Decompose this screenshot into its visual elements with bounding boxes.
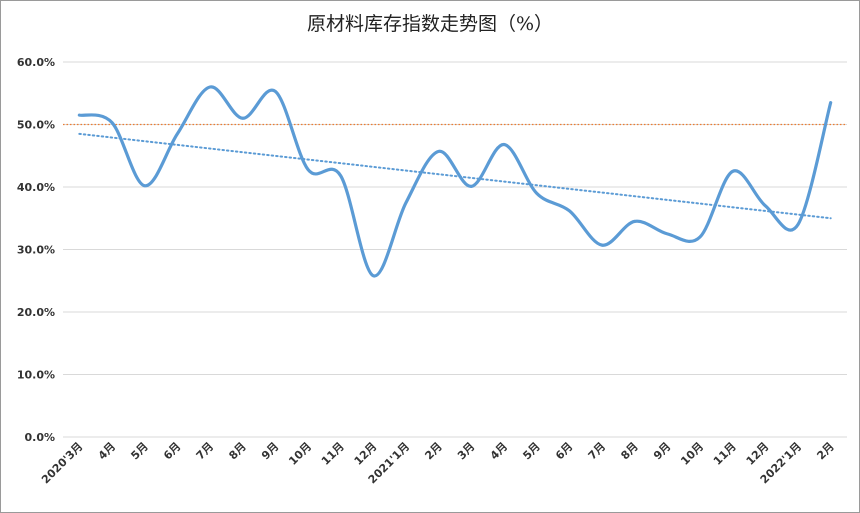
data-point [437, 149, 441, 153]
data-point [208, 85, 212, 89]
data-point [600, 243, 604, 247]
x-tick-label: 8月 [618, 440, 640, 462]
x-tick-label: 10月 [678, 440, 706, 468]
x-tick-label: 8月 [226, 440, 248, 462]
data-point [829, 101, 833, 105]
x-tick-label: 9月 [651, 440, 673, 462]
y-tick-label: 10.0% [17, 369, 55, 382]
x-tick-label: 12月 [352, 440, 380, 468]
data-point [731, 169, 735, 173]
y-tick-label: 20.0% [17, 306, 55, 319]
data-point [404, 201, 408, 205]
x-tick-label: 4月 [488, 440, 510, 462]
data-point [143, 184, 147, 188]
data-point [567, 209, 571, 213]
data-point [763, 204, 767, 208]
data-point [175, 132, 179, 136]
data-point [665, 232, 669, 236]
x-tick-label: 10月 [286, 440, 314, 468]
x-tick-label: 9月 [259, 440, 281, 462]
x-tick-label: 4月 [96, 440, 118, 462]
data-point [698, 235, 702, 239]
x-tick-label: 5月 [520, 440, 542, 462]
y-tick-label: 0.0% [24, 431, 55, 444]
data-point [502, 143, 506, 147]
data-point [77, 113, 81, 117]
chart-title: 原材料库存指数走势图（%） [306, 13, 554, 35]
x-tick-label: 5月 [128, 440, 150, 462]
x-tick-label: 3月 [455, 440, 477, 462]
x-tick-label: 12月 [744, 440, 772, 468]
y-tick-label: 50.0% [17, 119, 55, 132]
x-tick-label: 7月 [194, 440, 216, 462]
data-point [273, 89, 277, 93]
data-point [796, 223, 800, 227]
data-point [371, 274, 375, 278]
y-tick-label: 60.0% [17, 56, 55, 69]
x-tick-label: 6月 [553, 440, 575, 462]
x-tick-label: 11月 [319, 440, 347, 468]
x-tick-label: 11月 [711, 440, 739, 468]
x-tick-label: 6月 [161, 440, 183, 462]
data-point [339, 174, 343, 178]
data-point [469, 184, 473, 188]
y-tick-label: 30.0% [17, 244, 55, 257]
data-point [306, 168, 310, 172]
data-point [535, 191, 539, 195]
x-tick-label: 2020'3月 [39, 440, 85, 486]
y-tick-label: 40.0% [17, 181, 55, 194]
data-point [241, 116, 245, 120]
trendline [78, 132, 832, 220]
x-tick-label: 7月 [586, 440, 608, 462]
series-line [77, 85, 833, 278]
data-point [110, 121, 114, 125]
x-tick-label: 2月 [422, 440, 444, 462]
x-tick-label: 2月 [814, 440, 836, 462]
data-point [633, 219, 637, 223]
